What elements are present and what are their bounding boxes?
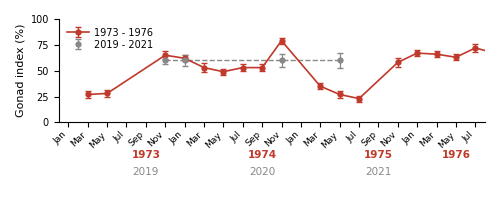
Text: 1973: 1973 bbox=[132, 150, 160, 160]
Legend: 1973 - 1976, 2019 - 2021: 1973 - 1976, 2019 - 2021 bbox=[64, 24, 156, 54]
Text: 1975: 1975 bbox=[364, 150, 393, 160]
Text: 2020: 2020 bbox=[249, 167, 276, 177]
Text: 2021: 2021 bbox=[365, 167, 392, 177]
Text: 1976: 1976 bbox=[442, 150, 470, 160]
Text: 1974: 1974 bbox=[248, 150, 276, 160]
Y-axis label: Gonad index (%): Gonad index (%) bbox=[15, 24, 25, 118]
Text: 2019: 2019 bbox=[132, 167, 159, 177]
